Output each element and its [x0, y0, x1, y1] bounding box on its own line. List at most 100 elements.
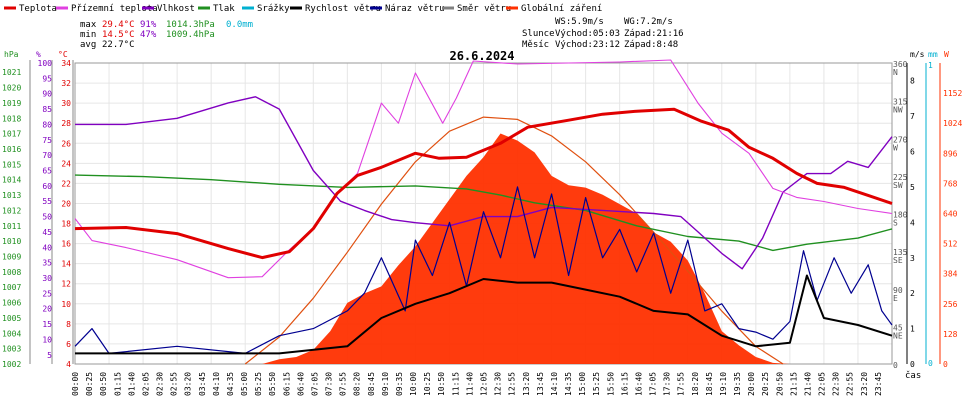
tick-label-ms: 3 [910, 254, 915, 263]
tick-label-time: 12:55 [508, 372, 517, 396]
tick-label-time: 19:35 [733, 372, 742, 396]
tick-label-ms: 1 [910, 325, 915, 334]
tick-label-time: 18:20 [691, 372, 700, 396]
series-clear-sky [244, 116, 784, 365]
tick-label-time: 12:05 [480, 372, 489, 396]
tick-label-time: 00:25 [85, 372, 94, 396]
tick-label-ms: 5 [910, 183, 915, 192]
tick-label-time: 19:10 [719, 372, 728, 396]
stat-min-hum: 47% [140, 30, 157, 40]
stat-moon-set: Západ:8:48 [624, 40, 678, 50]
chart-title: 26.6.2024 [449, 49, 514, 63]
tick-label-dir: 315 [893, 98, 908, 107]
tick-label-time: 13:45 [536, 372, 545, 396]
tick-label-time: 07:05 [310, 372, 319, 396]
series-humidity [75, 96, 893, 270]
tick-label-time: 03:45 [198, 372, 207, 396]
legend-label: Směr větru [457, 4, 511, 14]
tick-label-hpa: 1019 [2, 99, 21, 108]
stat-avg-label: avg [80, 40, 96, 50]
tick-label-time: 04:10 [212, 372, 221, 396]
tick-label-hpa: 1007 [2, 283, 21, 292]
stat-sun-set: Západ:21:16 [624, 29, 684, 39]
tick-label-pct: 85 [42, 105, 52, 114]
tick-label-time: 00:50 [99, 372, 108, 396]
tick-label-time: 02:05 [141, 372, 150, 396]
tick-label-hpa: 1017 [2, 130, 21, 139]
x-axis-label: čas [905, 370, 921, 381]
legend-label: Srážky [257, 4, 290, 14]
tick-label-temp: 12 [61, 280, 71, 289]
tick-label-time: 17:05 [649, 372, 658, 396]
legend: Teplota Přízemní teplota Vlhkost Tlak Srážky… [4, 4, 602, 14]
tick-label-hpa: 1016 [2, 145, 21, 154]
tick-label-time: 17:30 [663, 372, 672, 396]
tick-label-pct: 35 [42, 259, 52, 268]
series-pressure [74, 174, 893, 252]
tick-label-pct: 60 [42, 182, 52, 191]
stat-max-hum: 91% [140, 20, 157, 30]
stat-max-label: max [80, 20, 97, 30]
stat-min-label: min [80, 30, 96, 40]
tick-label-w: 768 [943, 179, 958, 188]
legend-label: Globální záření [521, 4, 602, 14]
tick-label-dir: NW [893, 106, 903, 115]
tick-label-time: 11:15 [451, 372, 460, 396]
tick-label-temp: 14 [61, 260, 71, 269]
axis-unit-hpa: hPa [4, 50, 19, 59]
tick-label-dir: 360 [893, 60, 908, 69]
tick-label-pct: 100 [38, 59, 53, 68]
tick-label-time: 15:50 [606, 372, 615, 396]
axes: 1021102010191018101710161015101410131012… [2, 59, 962, 396]
tick-label-temp: 28 [61, 119, 71, 128]
tick-label-pct: 70 [42, 151, 52, 160]
tick-label-dir: 270 [893, 135, 908, 144]
tick-label-pct: 50 [42, 213, 52, 222]
series-radiation [75, 133, 892, 364]
tick-label-ms: 8 [910, 77, 915, 86]
stat-max-temp: 29.4°C [102, 20, 135, 30]
tick-label-hpa: 1008 [2, 268, 21, 277]
tick-label-w: 640 [943, 210, 958, 219]
tick-label-pct: 15 [42, 320, 52, 329]
tick-label-time: 16:15 [620, 372, 629, 396]
tick-label-w: 1024 [943, 119, 962, 128]
stat-sun-rise: Východ:05:03 [555, 29, 620, 39]
tick-label-w: 0 [943, 360, 948, 369]
tick-label-time: 07:30 [325, 372, 334, 396]
stat-sun-label: Slunce [522, 29, 555, 39]
tick-label-hpa: 1013 [2, 191, 21, 200]
series-ground-temp [74, 59, 893, 279]
tick-label-time: 15:25 [592, 372, 601, 396]
tick-label-hpa: 1011 [2, 222, 21, 231]
stat-moon-rise: Východ:23:12 [555, 40, 620, 50]
tick-label-dir: 135 [893, 248, 908, 257]
tick-label-hpa: 1009 [2, 253, 21, 262]
tick-label-dir: 45 [893, 323, 903, 332]
tick-label-mm: 0 [928, 359, 933, 368]
tick-label-pct: 45 [42, 228, 52, 237]
tick-label-time: 05:25 [254, 372, 263, 396]
tick-label-ms: 4 [910, 218, 915, 227]
tick-label-time: 14:10 [550, 372, 559, 396]
tick-label-hpa: 1012 [2, 206, 21, 215]
tick-label-hpa: 1020 [2, 84, 21, 93]
tick-label-dir: SE [893, 256, 903, 265]
tick-label-hpa: 1015 [2, 160, 21, 169]
tick-label-time: 05:50 [268, 372, 277, 396]
legend-label: Rychlost větru [305, 4, 381, 14]
tick-label-dir: 180 [893, 211, 908, 220]
tick-label-pct: 80 [42, 120, 52, 129]
tick-label-hpa: 1006 [2, 299, 21, 308]
tick-label-temp: 26 [61, 139, 71, 148]
stats-panel: max 29.4°C 91% 1014.3hPa 0.0mm min 14.5°… [80, 17, 684, 50]
tick-label-time: 08:20 [353, 372, 362, 396]
tick-label-dir: W [893, 143, 898, 152]
legend-label: Přízemní teplota [71, 4, 158, 14]
axis-unit-w: W [944, 50, 949, 59]
stat-min-temp: 14.5°C [102, 30, 135, 40]
tick-label-time: 03:20 [184, 372, 193, 396]
tick-label-time: 12:30 [494, 372, 503, 396]
tick-label-temp: 20 [61, 199, 71, 208]
tick-label-pct: 30 [42, 274, 52, 283]
